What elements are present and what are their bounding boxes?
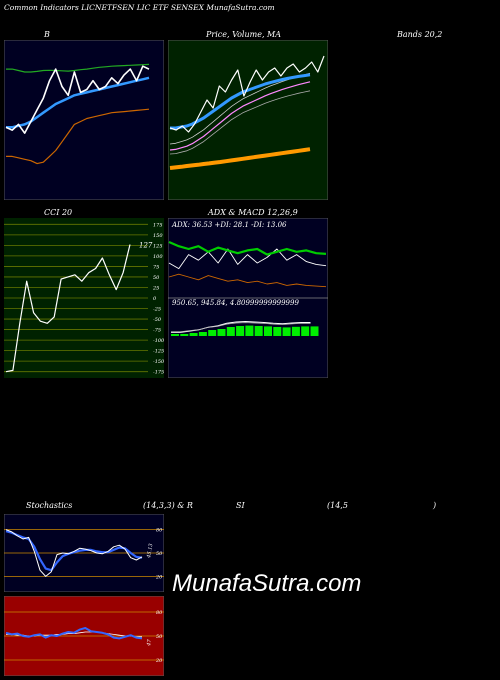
macd-histogram-bar xyxy=(282,327,291,336)
stochastics-panel: 80 50 20 45.13 xyxy=(4,514,164,592)
macd-histogram-bar xyxy=(189,333,198,336)
cci-tick-label: -50 xyxy=(153,317,162,323)
ma-blue-line xyxy=(170,73,311,130)
adx-macd-chart: ADX: 36.53 +DI: 28.1 -DI: 13.06 950.65, 9… xyxy=(168,218,328,378)
rsi-value-label: 47 xyxy=(146,638,153,647)
adx-macd-label: ADX & MACD 12,26,9 xyxy=(208,208,298,217)
bollinger-upper-line xyxy=(6,63,150,73)
adx-minus-di-line xyxy=(168,273,327,288)
price-line xyxy=(169,55,325,133)
macd-histogram-bar xyxy=(198,332,207,336)
cci-tick-label: -150 xyxy=(153,359,164,365)
macd-histogram-bar xyxy=(301,326,310,336)
bollinger-price-line xyxy=(5,65,150,134)
watermark: MunafaSutra.com xyxy=(172,570,362,597)
cci-tick-label: -125 xyxy=(153,349,164,355)
cci-tick-label: -100 xyxy=(153,338,164,344)
stochastics-tick-label: 50 xyxy=(156,551,163,557)
bollinger-lower-line xyxy=(6,108,150,165)
macd-histogram-bar xyxy=(208,330,217,336)
cci-chart: 175 150 125 100 75 50 25 0 -25 -50 -75 -100 -125 -150… xyxy=(4,218,164,378)
bands-label: Bands 20,2 xyxy=(397,30,443,39)
ma-pink-line xyxy=(169,81,311,151)
page-title: Common Indicators LICNETFSEN LIC ETF SEN… xyxy=(4,3,275,12)
price-volume-ma-label: Price, Volume, MA xyxy=(206,30,282,39)
stochastics-label-5: ) xyxy=(433,501,437,510)
stochastics-chart: 80 50 20 45.13 xyxy=(4,514,164,592)
macd-histogram-bar xyxy=(236,326,245,336)
macd-histogram-bar xyxy=(310,326,319,336)
adx-plus-di-line xyxy=(168,248,327,270)
ma-orange-line xyxy=(169,147,311,170)
stochastics-fast-line xyxy=(5,529,143,577)
macd-histogram-bar xyxy=(264,326,272,336)
stochastics-value-label: 45.13 xyxy=(146,543,155,559)
macd-text: 950.65, 945.84, 4.80999999999999 xyxy=(172,299,299,307)
cci-tick-label: 100 xyxy=(153,254,163,260)
stochastics-slow-line xyxy=(5,530,143,572)
rsi-panel: 80 50 20 47 xyxy=(4,596,164,676)
stochastics-label-1: Stochastics xyxy=(26,501,73,510)
cci-tick-label: -25 xyxy=(153,307,161,313)
rsi-tick-label: 80 xyxy=(156,610,163,616)
bollinger-b-label: B xyxy=(44,30,50,39)
macd-histogram-bar xyxy=(180,334,189,336)
cci-label: CCI 20 xyxy=(44,208,73,217)
rsi-tick-label: 50 xyxy=(156,634,163,640)
ma-grey-line-2 xyxy=(169,90,311,155)
stochastics-label-2: (14,3,3) & R xyxy=(143,501,193,510)
stochastics-tick-label: 80 xyxy=(156,528,163,534)
cci-panel: 175 150 125 100 75 50 25 0 -25 -50 -75 -100 -125 -150… xyxy=(4,218,164,378)
macd-signal-line xyxy=(171,322,311,333)
macd-histogram-bar xyxy=(217,329,226,336)
stochastics-label-4: (14,5 xyxy=(327,501,348,510)
rsi-chart: 80 50 20 47 xyxy=(4,596,164,676)
adx-text: ADX: 36.53 +DI: 28.1 -DI: 13.06 xyxy=(171,221,287,229)
macd-histogram-bar xyxy=(254,326,263,336)
macd-histogram-bar xyxy=(291,326,300,336)
cci-tick-label: 75 xyxy=(153,264,159,270)
cci-tick-label: 175 xyxy=(153,222,163,228)
cci-tick-label: 125 xyxy=(153,243,163,249)
price-volume-chart xyxy=(168,40,328,200)
macd-histogram-bar xyxy=(273,327,282,336)
cci-tick-label: -175 xyxy=(153,370,164,376)
stochastics-label-3: SI xyxy=(236,501,245,510)
cci-tick-label: 25 xyxy=(152,285,159,291)
cci-value-label: 127 xyxy=(139,242,153,250)
cci-tick-label: 150 xyxy=(153,233,163,239)
bollinger-panel xyxy=(4,40,164,200)
adx-macd-panel: ADX: 36.53 +DI: 28.1 -DI: 13.06 950.65, 9… xyxy=(168,218,328,378)
macd-histogram-bar xyxy=(226,327,235,336)
cci-line xyxy=(5,244,131,373)
cci-tick-label: 0 xyxy=(153,296,157,302)
macd-histogram-bar xyxy=(245,325,254,336)
cci-tick-label: -75 xyxy=(153,328,161,334)
rsi-tick-label: 20 xyxy=(155,658,163,664)
adx-adx-line xyxy=(168,240,327,256)
bollinger-chart xyxy=(4,40,164,200)
rsi-line xyxy=(5,627,143,640)
cci-tick-label: 50 xyxy=(153,275,160,281)
price-volume-panel xyxy=(168,40,328,200)
stochastics-tick-label: 20 xyxy=(155,574,163,580)
macd-histogram-bar xyxy=(171,334,179,336)
